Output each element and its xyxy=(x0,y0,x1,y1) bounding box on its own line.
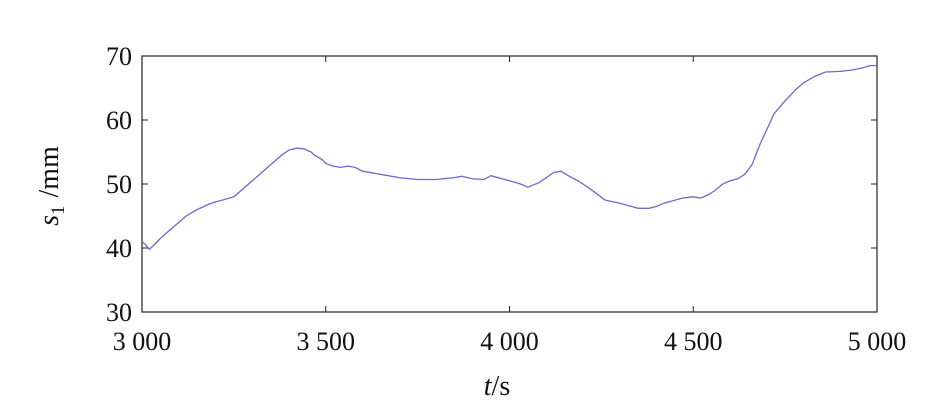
x-tick-label: 4 000 xyxy=(480,327,539,356)
x-tick-label: 5 000 xyxy=(848,327,907,356)
x-axis-title: t/s xyxy=(484,371,510,402)
plot-frame xyxy=(141,55,878,313)
y-tick-label: 40 xyxy=(106,234,132,263)
y-tick-label: 50 xyxy=(106,170,132,199)
y-axis: 30 40 50 60 70 xyxy=(106,42,877,327)
x-tick-label: 4 500 xyxy=(664,327,723,356)
series-line xyxy=(141,64,877,251)
y-tick-label: 60 xyxy=(106,106,132,135)
x-tick-label: 3 500 xyxy=(297,327,356,356)
x-axis: 3 000 3 500 4 000 4 500 5 000 xyxy=(113,56,907,356)
x-tick-label: 3 000 xyxy=(113,327,172,356)
y-tick-label: 30 xyxy=(106,298,132,327)
y-axis-title: s1/mm xyxy=(34,146,69,226)
y-tick-label: 70 xyxy=(106,42,132,71)
